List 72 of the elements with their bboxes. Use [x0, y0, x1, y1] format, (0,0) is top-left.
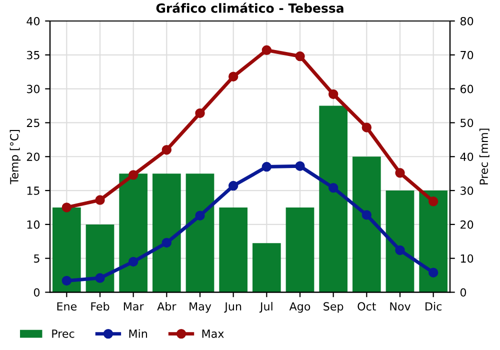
point — [262, 162, 272, 172]
y-tick-label: 35 — [26, 50, 40, 60]
y2-tick-label: 10 — [460, 254, 474, 263]
y-tick-label: 0 — [34, 288, 40, 297]
bar — [419, 190, 448, 292]
y-tick-label: 40 — [26, 16, 40, 26]
bar — [286, 207, 314, 292]
point — [128, 256, 138, 267]
point — [128, 170, 138, 180]
point — [228, 72, 238, 82]
x-tick-label: Abr — [157, 302, 176, 311]
y2-tick-label: 80 — [460, 16, 474, 26]
x-tick-label: May — [190, 302, 212, 313]
bar — [186, 174, 214, 292]
point — [295, 161, 305, 171]
legend-label: Max — [202, 330, 224, 338]
x-tick-label: Mar — [124, 302, 144, 311]
y2-tick-label: 50 — [460, 118, 474, 128]
point — [395, 245, 405, 256]
point — [162, 238, 172, 248]
bar — [119, 174, 148, 292]
point — [295, 51, 305, 62]
y2-tick-label: 60 — [460, 84, 474, 94]
point — [195, 108, 205, 118]
bar — [352, 156, 381, 292]
x-tick-label: Nov — [390, 302, 411, 311]
point — [262, 45, 272, 56]
bar — [219, 207, 248, 292]
y2-tick-label: 70 — [460, 50, 474, 60]
point — [95, 195, 105, 205]
bar — [86, 224, 114, 292]
point — [62, 202, 72, 212]
x-tick-label: Sep — [324, 302, 344, 313]
bar — [52, 207, 81, 292]
x-tick-label: Jun — [224, 302, 242, 313]
y-tick-label: 20 — [26, 152, 40, 162]
y2-tick-label: 20 — [460, 220, 474, 229]
chart-title: Gráfico climático - Tebessa — [156, 2, 344, 13]
y-tick-label: 15 — [27, 186, 40, 195]
x-tick-label: Feb — [91, 302, 110, 311]
x-tick-label: Jul — [259, 302, 272, 313]
y2-tick-label: 40 — [460, 152, 474, 162]
legend-label: Min — [129, 329, 147, 338]
x-tick-label: Dic — [426, 302, 442, 311]
point — [195, 210, 205, 220]
point — [362, 210, 372, 220]
x-tick-label: Ago — [289, 302, 310, 313]
y2-tick-label: 30 — [460, 186, 474, 195]
point — [428, 268, 438, 278]
x-tick-label: Ene — [57, 302, 77, 311]
y-tick-label: 30 — [26, 84, 40, 94]
point — [228, 180, 238, 191]
y-tick-label: 25 — [26, 118, 40, 128]
point — [428, 196, 438, 206]
point — [62, 276, 72, 286]
y-tick-label: 10 — [27, 220, 40, 229]
point — [395, 168, 405, 178]
point — [362, 122, 372, 132]
y2-tick-label: 0 — [460, 288, 466, 297]
point — [328, 89, 338, 100]
point — [328, 182, 338, 193]
bar — [319, 106, 348, 292]
bar — [386, 190, 414, 292]
y-tick-label: 5 — [34, 254, 40, 263]
x-tick-label: Oct — [358, 302, 376, 311]
point — [162, 144, 172, 155]
y-axis-title: Temp [°C] — [10, 130, 21, 184]
bar — [252, 243, 281, 292]
y2-axis-title: Prec [mm] — [479, 128, 490, 184]
point — [95, 273, 105, 283]
legend-label: Prec — [52, 330, 74, 338]
bar — [152, 174, 181, 292]
